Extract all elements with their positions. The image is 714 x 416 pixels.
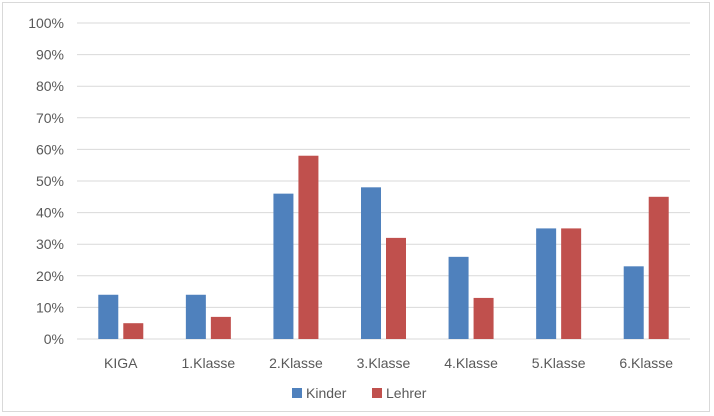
bar-kinder bbox=[361, 187, 381, 339]
bar-lehrer bbox=[386, 237, 406, 339]
bar-lehrer bbox=[298, 155, 319, 339]
bar-lehrer bbox=[210, 316, 231, 339]
bar-kinder bbox=[98, 294, 119, 339]
bar-lehrer bbox=[473, 297, 494, 339]
y-tick-label: 60% bbox=[36, 141, 64, 157]
y-tick-label: 100% bbox=[28, 15, 64, 31]
legend-label-lehrer: Lehrer bbox=[386, 385, 427, 401]
y-tick-label: 30% bbox=[36, 236, 64, 252]
bar-kinder bbox=[448, 256, 469, 339]
legend-swatch-kinder bbox=[292, 388, 302, 398]
chart-frame bbox=[2, 2, 710, 412]
bar-kinder bbox=[536, 228, 557, 339]
x-tick-label: 2.Klasse bbox=[269, 355, 323, 371]
x-tick-label: KIGA bbox=[104, 355, 138, 371]
legend-label-kinder: Kinder bbox=[306, 385, 347, 401]
bar-kinder bbox=[623, 266, 644, 339]
x-tick-label: 3.Klasse bbox=[357, 355, 411, 371]
y-tick-label: 50% bbox=[36, 173, 64, 189]
y-tick-label: 40% bbox=[36, 205, 64, 221]
y-tick-label: 80% bbox=[36, 78, 64, 94]
y-tick-label: 0% bbox=[44, 331, 64, 347]
legend-swatch-lehrer bbox=[372, 388, 382, 398]
x-tick-label: 1.Klasse bbox=[182, 355, 236, 371]
y-tick-label: 70% bbox=[36, 110, 64, 126]
x-tick-label: 6.Klasse bbox=[619, 355, 673, 371]
bar-lehrer bbox=[123, 323, 144, 339]
x-tick-label: 5.Klasse bbox=[532, 355, 586, 371]
y-tick-label: 10% bbox=[36, 299, 64, 315]
bar-lehrer bbox=[648, 196, 669, 339]
bar-kinder bbox=[185, 294, 206, 339]
y-tick-label: 20% bbox=[36, 268, 64, 284]
bar-kinder bbox=[273, 193, 294, 339]
x-tick-label: 4.Klasse bbox=[444, 355, 498, 371]
bar-lehrer bbox=[561, 228, 582, 339]
y-tick-label: 90% bbox=[36, 47, 64, 63]
